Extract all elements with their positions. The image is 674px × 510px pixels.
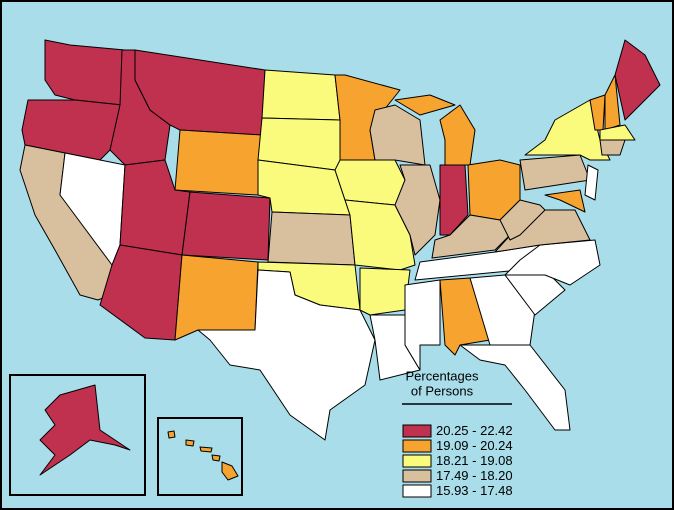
states: [19, 39, 661, 441]
state: [174, 129, 263, 196]
legend-label: 19.09 - 20.24: [436, 438, 513, 453]
legend-swatch: [402, 484, 432, 498]
state: [499, 199, 546, 241]
state: [181, 191, 271, 261]
legend-swatch: [402, 439, 432, 453]
state: [199, 446, 213, 453]
legend-label: 17.49 - 18.20: [436, 468, 513, 483]
state: [544, 189, 586, 213]
state: [197, 269, 376, 441]
state: [604, 74, 621, 131]
state: [221, 461, 239, 481]
alaska-inset: [9, 374, 146, 496]
legend-swatch: [402, 454, 432, 468]
legend-title: Percentages: [406, 368, 479, 383]
state: [614, 39, 661, 121]
state: [267, 211, 356, 266]
alaska: [39, 384, 131, 476]
state: [439, 164, 469, 236]
state: [167, 430, 176, 439]
state: [584, 164, 599, 201]
legend-swatch: [402, 424, 432, 438]
state: [44, 39, 126, 106]
legend-title: of Persons: [411, 383, 474, 398]
state: [261, 69, 341, 121]
hawaii: [167, 430, 239, 481]
state: [599, 139, 626, 156]
legend-label: 15.93 - 17.48: [436, 483, 513, 498]
state: [394, 94, 456, 116]
state: [39, 384, 131, 476]
legend: Percentages of Persons 20.25 - 22.4219.0…: [402, 368, 513, 498]
state: [174, 254, 259, 341]
state: [359, 267, 411, 316]
state: [369, 104, 426, 166]
state: [599, 124, 636, 141]
state: [185, 439, 195, 447]
legend-label: 20.25 - 22.42: [436, 423, 513, 438]
state: [459, 344, 571, 431]
state: [334, 159, 406, 206]
legend-label: 18.21 - 19.08: [436, 453, 513, 468]
state: [394, 164, 441, 256]
legend-swatch: [402, 469, 432, 483]
state: [21, 99, 123, 161]
state: [504, 239, 601, 286]
state: [211, 454, 221, 462]
hawaii-inset: [157, 417, 243, 496]
